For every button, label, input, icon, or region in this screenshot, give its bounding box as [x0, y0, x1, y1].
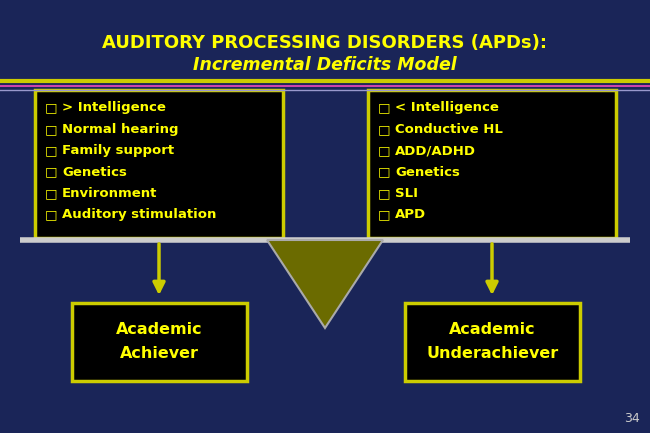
- Text: □: □: [45, 144, 57, 157]
- Text: Environment: Environment: [62, 187, 157, 200]
- Text: Underachiever: Underachiever: [426, 346, 558, 361]
- Text: □: □: [378, 101, 391, 114]
- Text: □: □: [378, 187, 391, 200]
- Text: Conductive HL: Conductive HL: [395, 123, 503, 136]
- Text: Achiever: Achiever: [120, 346, 199, 361]
- Text: > Intelligence: > Intelligence: [62, 101, 166, 114]
- Text: Incremental Deficits Model: Incremental Deficits Model: [193, 56, 457, 74]
- Polygon shape: [267, 240, 383, 328]
- Text: □: □: [45, 187, 57, 200]
- Text: Auditory stimulation: Auditory stimulation: [62, 208, 216, 221]
- Text: □: □: [45, 165, 57, 178]
- Text: □: □: [45, 123, 57, 136]
- Text: 34: 34: [624, 411, 640, 424]
- Text: Genetics: Genetics: [395, 165, 460, 178]
- Bar: [35, 90, 283, 238]
- Text: □: □: [378, 144, 391, 157]
- Text: □: □: [45, 101, 57, 114]
- Text: □: □: [378, 165, 391, 178]
- Text: □: □: [378, 208, 391, 221]
- Bar: [368, 90, 616, 238]
- Text: APD: APD: [395, 208, 426, 221]
- Text: Genetics: Genetics: [62, 165, 127, 178]
- Text: Academic: Academic: [449, 323, 536, 337]
- Bar: [405, 303, 580, 381]
- Bar: [72, 303, 247, 381]
- Text: SLI: SLI: [395, 187, 418, 200]
- Text: □: □: [378, 123, 391, 136]
- Text: Academic: Academic: [116, 323, 203, 337]
- Text: Normal hearing: Normal hearing: [62, 123, 179, 136]
- Text: ADD/ADHD: ADD/ADHD: [395, 144, 476, 157]
- Text: AUDITORY PROCESSING DISORDERS (APDs):: AUDITORY PROCESSING DISORDERS (APDs):: [103, 34, 547, 52]
- Text: < Intelligence: < Intelligence: [395, 101, 499, 114]
- Text: Family support: Family support: [62, 144, 174, 157]
- Text: □: □: [45, 208, 57, 221]
